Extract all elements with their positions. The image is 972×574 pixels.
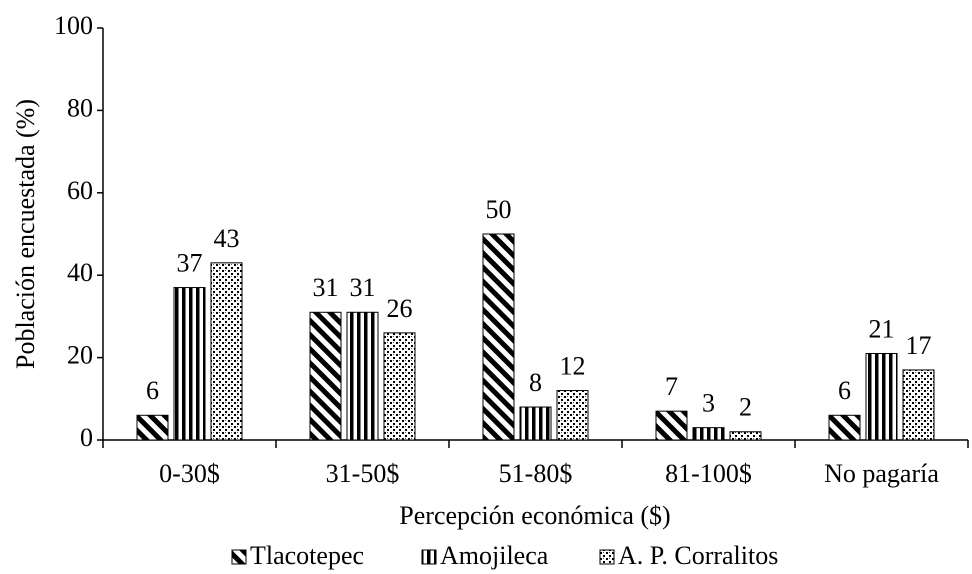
legend-swatch — [421, 549, 437, 565]
y-tick-label: 100 — [54, 11, 93, 40]
x-tick-label: 81-100$ — [665, 459, 752, 488]
bar — [519, 406, 552, 441]
value-label: 21 — [869, 314, 895, 343]
bar — [482, 233, 515, 441]
bar — [902, 369, 935, 441]
bar — [210, 262, 243, 441]
y-axis-label: Población encuestada (%) — [11, 99, 40, 369]
x-tick-label: 31-50$ — [326, 459, 400, 488]
value-label: 6 — [146, 376, 159, 405]
x-axis-label: Percepción económica ($) — [399, 501, 670, 530]
y-tick-label: 60 — [67, 176, 93, 205]
bar — [556, 390, 589, 441]
value-label: 26 — [387, 294, 413, 323]
x-tick-label: No pagaría — [824, 459, 939, 488]
bar — [828, 414, 861, 441]
value-label: 2 — [739, 393, 752, 422]
value-label: 12 — [560, 352, 586, 381]
x-tick-label: 51-80$ — [499, 459, 573, 488]
y-tick-label: 0 — [80, 423, 93, 452]
bar — [309, 311, 342, 441]
bar — [346, 311, 379, 441]
legend-label: Tlacotepec — [250, 541, 364, 570]
legend-swatch — [231, 549, 247, 565]
bar — [865, 352, 898, 441]
y-tick-label: 40 — [67, 258, 93, 287]
bar — [136, 414, 169, 441]
value-label: 3 — [702, 389, 715, 418]
y-tick-label: 20 — [67, 341, 93, 370]
value-label: 43 — [214, 224, 240, 253]
legend-label: Amojileca — [440, 541, 549, 570]
bar — [729, 431, 762, 441]
value-label: 31 — [313, 273, 339, 302]
bar — [655, 410, 688, 441]
value-label: 50 — [486, 195, 512, 224]
bar — [692, 427, 725, 441]
bar — [383, 332, 416, 441]
value-label: 31 — [350, 273, 376, 302]
value-label: 8 — [529, 368, 542, 397]
x-tick-label: 0-30$ — [159, 459, 220, 488]
value-label: 7 — [665, 372, 678, 401]
value-label: 17 — [906, 331, 932, 360]
legend-swatch — [599, 549, 615, 565]
value-label: 6 — [838, 376, 851, 405]
legend-label: A. P. Corralitos — [618, 541, 778, 570]
value-label: 37 — [177, 249, 203, 278]
bar — [173, 287, 206, 441]
y-tick-label: 80 — [67, 93, 93, 122]
